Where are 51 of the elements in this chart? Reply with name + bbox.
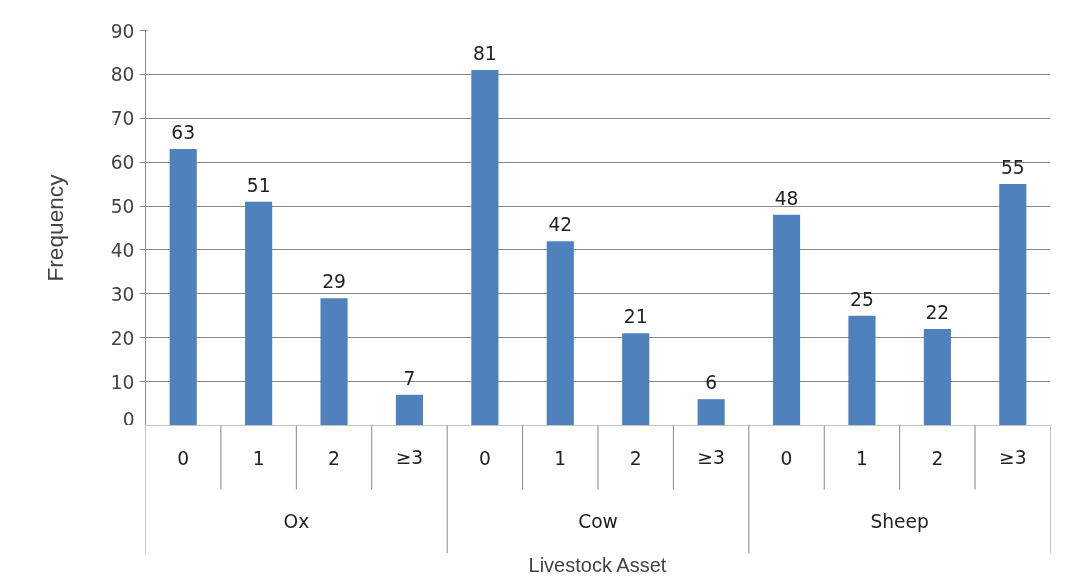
data-label: 6 [705,372,718,394]
x-tick-label: ≥3 [697,447,725,468]
x-tick-label: 0 [177,447,190,469]
x-tick-label: 1 [554,447,567,469]
x-tick-label: 1 [252,447,265,469]
x-tick-label: ≥3 [999,447,1027,468]
y-tick-label: 20 [110,327,135,349]
x-tick-label: 0 [478,447,491,469]
y-axis-title: Frequency [41,173,68,282]
data-label: 63 [171,122,196,143]
data-label: 81 [473,43,497,64]
bar [999,184,1027,425]
y-tick-label: 90 [110,20,135,42]
data-label: 21 [623,306,648,328]
bar [395,394,424,425]
data-label: 25 [850,288,874,310]
data-label: 48 [774,187,799,209]
text: Cow [578,511,618,532]
data-label: 42 [548,214,573,236]
bar [320,298,348,425]
data-label: 22 [925,301,950,323]
x-tick-label: 2 [931,447,944,469]
y-tick-label: 80 [110,64,135,86]
bar [622,333,650,425]
x-axis-title: Livestock Asset [528,553,667,576]
bar [169,149,197,425]
y-tick-label: 10 [110,371,135,393]
y-tick-label: 50 [110,196,135,218]
data-label: 7 [403,367,416,389]
data-label: 55 [1000,157,1025,179]
text: Sheep [870,511,929,532]
y-tick-label: 30 [110,283,135,305]
text: Ox [283,511,310,532]
x-tick-label: 2 [328,447,340,469]
x-tick-label: 0 [780,447,793,469]
bar [471,70,499,425]
data-label: 29 [322,271,346,293]
y-tick-label: 40 [110,239,135,261]
bar [546,241,574,425]
y-tick-label: 60 [110,152,135,174]
y-tick-label: 70 [110,108,135,130]
x-tick-label: ≥3 [395,447,424,468]
bar [772,214,801,425]
bar [697,399,725,425]
x-tick-label: 2 [629,447,642,469]
bar [848,315,876,425]
bar [245,201,273,425]
data-label: 51 [246,174,271,196]
bar [923,328,951,425]
x-tick-label: 1 [856,447,868,469]
y-tick-label: 0 [122,408,135,430]
